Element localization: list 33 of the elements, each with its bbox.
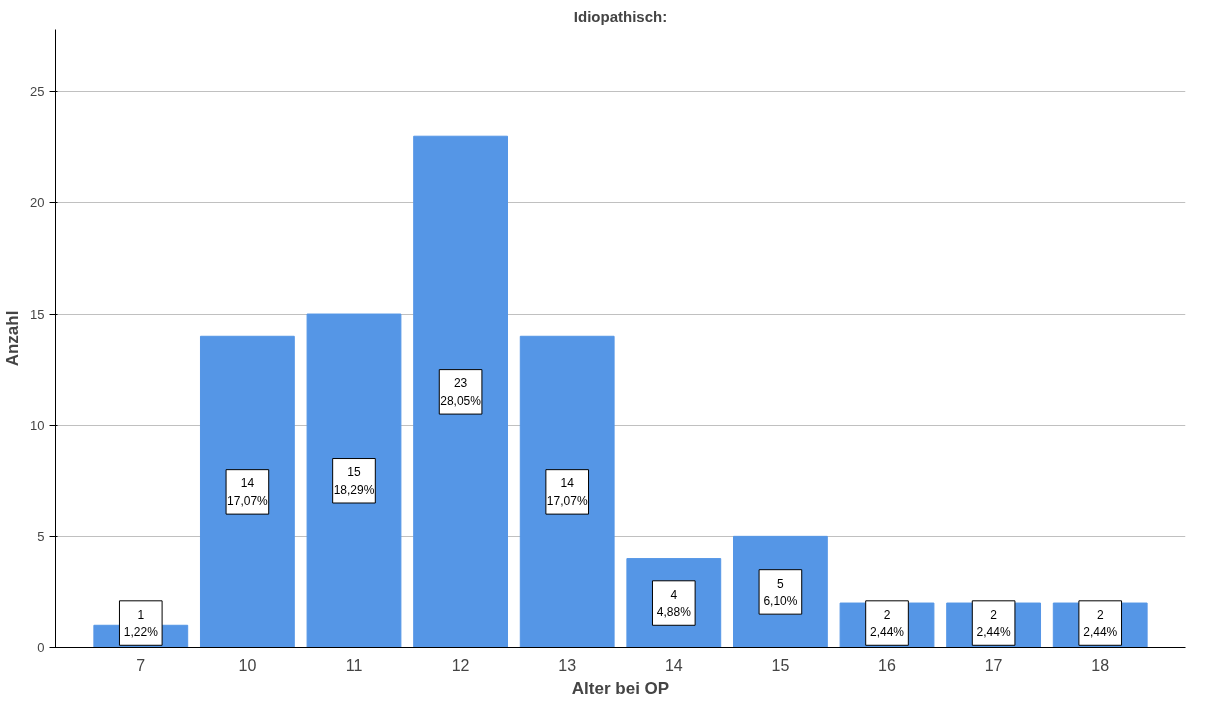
y-tick-label: 25 xyxy=(30,84,45,100)
bar xyxy=(519,335,615,648)
data-label: 14 17,07% xyxy=(546,476,588,508)
data-label: 4 4,88% xyxy=(656,587,692,619)
x-tick-label: 18 xyxy=(1091,656,1110,674)
x-tick-label: 12 xyxy=(451,656,470,674)
y-tick-label: 10 xyxy=(30,417,45,433)
data-label: 2 2,44% xyxy=(870,607,905,639)
x-tick-label: 10 xyxy=(238,656,257,674)
data-label: 2 2,44% xyxy=(976,607,1011,639)
data-label: 23 28,05% xyxy=(440,376,482,408)
chart-title: Idiopathisch: xyxy=(573,7,668,25)
y-tick-label: 0 xyxy=(37,640,45,655)
x-tick-label: 16 xyxy=(878,656,897,674)
x-tick-label: 11 xyxy=(345,656,363,674)
y-tick-label: 20 xyxy=(30,195,45,211)
x-tick-label: 15 xyxy=(771,656,790,674)
bar xyxy=(413,135,508,648)
y-tick-label: 15 xyxy=(30,306,45,322)
x-tick-label: 14 xyxy=(664,656,683,674)
x-tick-label: 13 xyxy=(558,656,577,674)
data-label: 1 1,22% xyxy=(123,607,159,639)
x-tick-label: 7 xyxy=(136,656,146,674)
bar xyxy=(199,335,295,648)
data-label: 14 17,07% xyxy=(227,476,269,508)
x-tick-label: 17 xyxy=(984,656,1003,674)
data-label: 5 6,10% xyxy=(763,576,798,608)
data-label: 2 2,44% xyxy=(1083,607,1118,639)
y-tick-label: 5 xyxy=(37,528,45,544)
x-axis-title: Alter bei OP xyxy=(571,678,670,698)
bar xyxy=(306,313,402,648)
data-label: 15 18,29% xyxy=(333,465,375,497)
y-axis-title: Anzahl xyxy=(3,310,23,367)
